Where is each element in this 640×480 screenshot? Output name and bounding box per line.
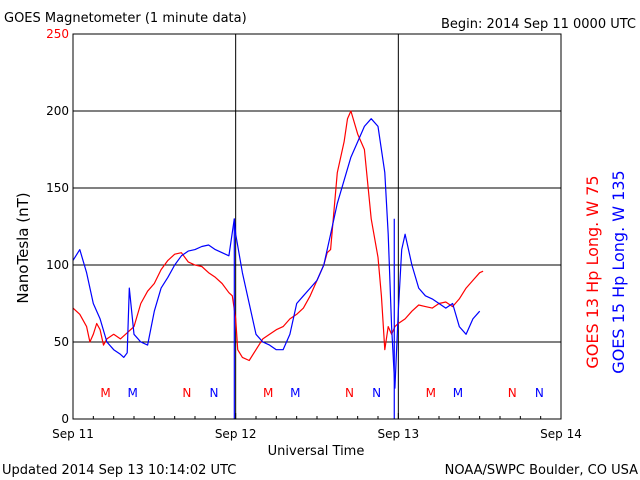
mn-marker: M: [426, 386, 436, 400]
credit-text: NOAA/SWPC Boulder, CO USA: [445, 463, 638, 478]
updated-timestamp: Updated 2014 Sep 13 10:14:02 UTC: [2, 463, 236, 478]
x-axis-ticks: Sep 11 Sep 12 Sep 13 Sep 14: [52, 413, 582, 441]
mn-marker: M: [263, 386, 273, 400]
chart-title: GOES Magnetometer (1 minute data): [4, 11, 247, 26]
mn-marker: N: [372, 386, 381, 400]
x-axis-label: Universal Time: [268, 444, 365, 459]
x-tick-label: Sep 14: [540, 427, 582, 441]
legend-goes13: GOES 13 Hp Long. W 75: [583, 175, 602, 368]
legend-goes15: GOES 15 Hp Long. W 135: [609, 170, 628, 373]
x-tick-label: Sep 12: [215, 427, 257, 441]
plot-frame: [72, 33, 562, 420]
series-lines: [72, 110, 484, 419]
mn-marker: N: [345, 386, 354, 400]
series-goes13-line: [72, 110, 484, 362]
begin-time: Begin: 2014 Sep 11 0000 UTC: [441, 17, 636, 32]
mn-marker: M: [453, 386, 463, 400]
mn-marker: N: [535, 386, 544, 400]
y-axis-label: NanoTesla (nT): [14, 192, 32, 303]
y-tick-label: 150: [46, 181, 69, 195]
mn-marker: N: [209, 386, 218, 400]
series-goes15-line: [72, 118, 481, 389]
y-tick-label: 200: [46, 104, 69, 118]
mn-marker: N: [508, 386, 517, 400]
y-tick-label: 50: [54, 335, 69, 349]
x-tick-label: Sep 13: [377, 427, 419, 441]
y-tick-label: 250: [46, 27, 69, 41]
mn-marker: M: [100, 386, 110, 400]
grid-lines: [73, 34, 561, 419]
y-axis-ticks: 0 50 100 150 200 250: [46, 27, 79, 426]
y-tick-label: 100: [46, 258, 69, 272]
mn-marker: M: [127, 386, 137, 400]
y-tick-label: 0: [61, 412, 69, 426]
x-tick-label: Sep 11: [52, 427, 94, 441]
mn-marker: N: [182, 386, 191, 400]
mn-marker: M: [290, 386, 300, 400]
